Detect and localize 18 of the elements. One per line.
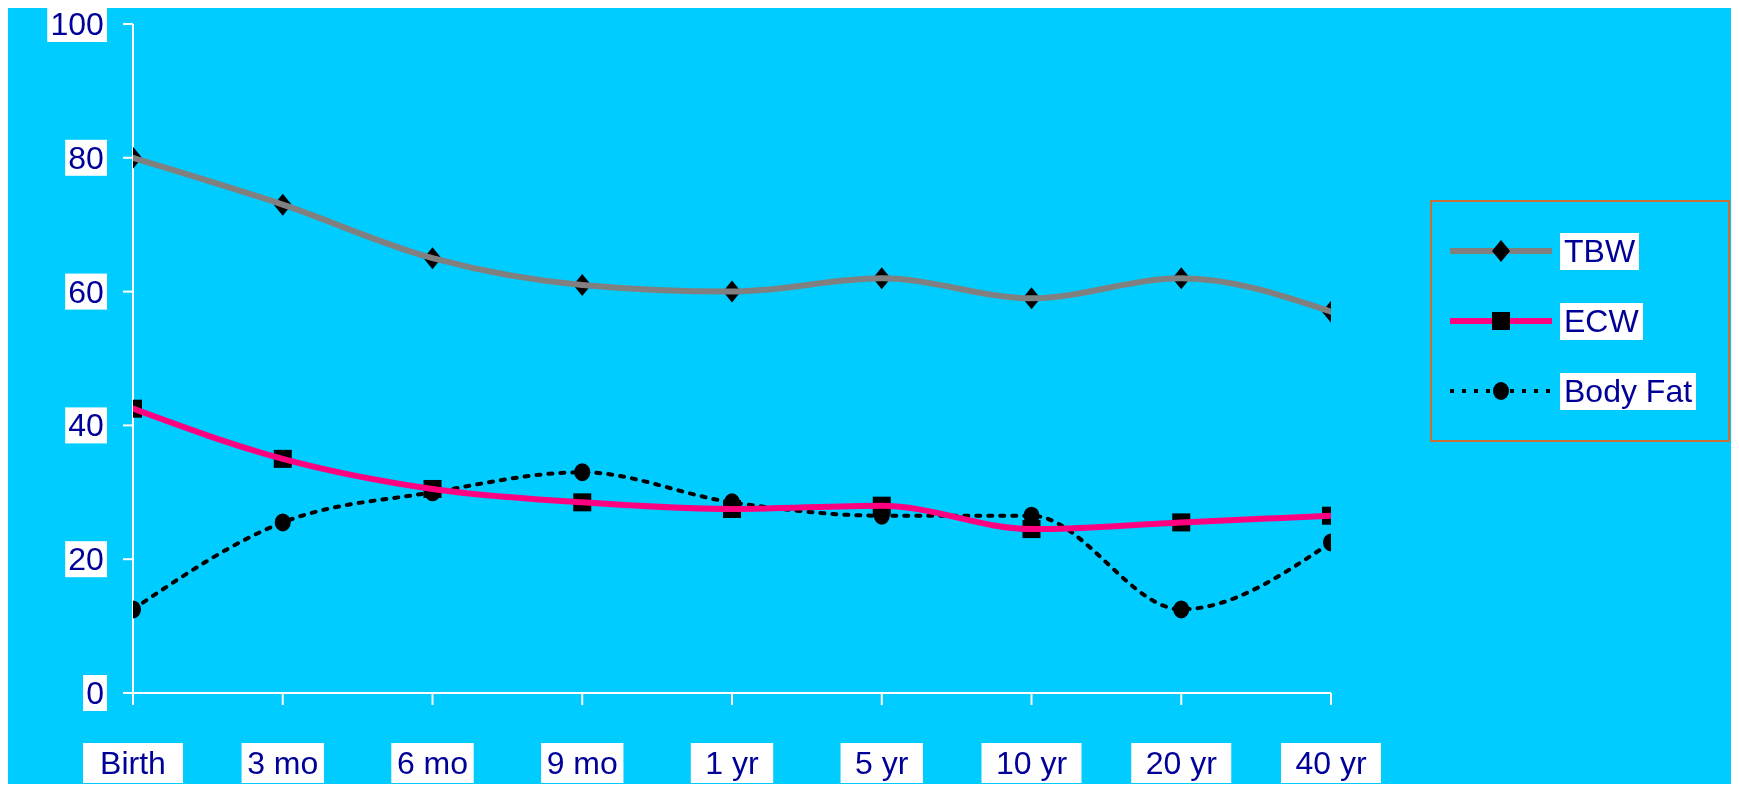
y-tick-label: 60 [68, 273, 104, 310]
y-tick-label: 80 [68, 139, 104, 176]
x-tick-label: Birth [100, 745, 166, 781]
y-tick-label: 100 [50, 6, 104, 42]
x-tick-label: 9 mo [546, 745, 618, 781]
x-tick-label: 40 yr [1295, 745, 1367, 781]
x-tick-label: 10 yr [995, 745, 1068, 781]
y-tick-label: 40 [68, 407, 104, 444]
y-tick-label: 20 [68, 541, 104, 578]
x-tick-label: 3 mo [247, 745, 319, 781]
legend-label: Body Fat [1560, 372, 1697, 410]
x-tick-label: 1 yr [705, 745, 760, 781]
y-tick-label: 0 [86, 675, 104, 711]
legend-label: TBW [1560, 232, 1640, 270]
x-tick-label: 5 yr [855, 745, 909, 781]
x-tick-label: 6 mo [396, 745, 469, 781]
legend-label: ECW [1560, 302, 1643, 340]
x-tick-label: 20 yr [1145, 745, 1218, 781]
